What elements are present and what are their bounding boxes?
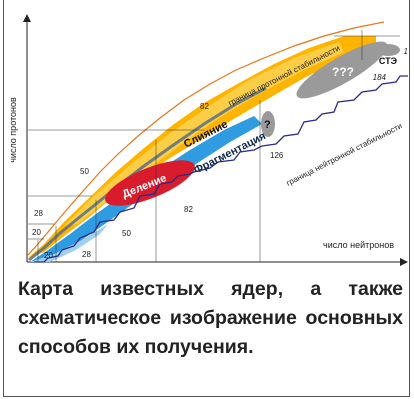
magic-neutron-20: 20	[44, 251, 53, 260]
magic-neutron-28: 28	[82, 250, 91, 259]
unknown-region-label: ?	[264, 119, 271, 131]
island-region	[376, 44, 400, 56]
neutron-boundary-label: граница нейтронной стабильности	[285, 121, 404, 187]
magic-neutron-82: 82	[184, 205, 193, 214]
figure-frame: число протонов число нейтронов граница п…	[3, 0, 410, 397]
superheavy-region	[296, 41, 388, 99]
magic-neutron-50: 50	[122, 229, 131, 238]
y-axis-label: число протонов	[8, 97, 18, 163]
proton-stability-boundary	[27, 21, 385, 256]
fission-region	[105, 160, 195, 206]
unknown-region	[261, 111, 275, 137]
magic-neutron-184: 184	[373, 73, 387, 82]
magic-proton-20: 20	[32, 228, 41, 237]
magic-proton-50: 50	[80, 167, 89, 176]
magic-neutron-126: 126	[270, 151, 284, 160]
magic-proton-82: 82	[200, 102, 209, 111]
superheavy-label: ???	[332, 65, 354, 79]
neutron-stability-boundary	[34, 75, 408, 263]
figure-caption: Карта известных ядер, а также схематичес…	[18, 278, 403, 358]
magic-proton-28: 28	[34, 209, 43, 218]
nuclide-chart: число протонов число нейтронов граница п…	[8, 14, 408, 266]
marker-one-label: 1	[404, 47, 408, 56]
x-axis-label: число нейтронов	[323, 240, 394, 250]
island-label: СТЭ	[379, 56, 398, 66]
